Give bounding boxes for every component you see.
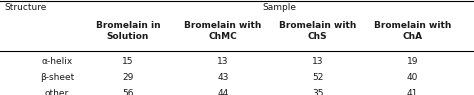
Text: 52: 52 <box>312 73 323 82</box>
Text: α-helix: α-helix <box>41 57 73 66</box>
Text: 56: 56 <box>122 89 134 95</box>
Text: Structure: Structure <box>5 3 47 12</box>
Text: Bromelain with
ChS: Bromelain with ChS <box>279 21 356 41</box>
Text: 43: 43 <box>217 73 228 82</box>
Text: 15: 15 <box>122 57 134 66</box>
Text: 13: 13 <box>217 57 228 66</box>
Text: β-sheet: β-sheet <box>40 73 74 82</box>
Text: 29: 29 <box>122 73 134 82</box>
Text: 44: 44 <box>217 89 228 95</box>
Text: 13: 13 <box>312 57 323 66</box>
Text: 19: 19 <box>407 57 418 66</box>
Text: 40: 40 <box>407 73 418 82</box>
Text: Bromelain in
Solution: Bromelain in Solution <box>96 21 160 41</box>
Text: Bromelain with
ChA: Bromelain with ChA <box>374 21 451 41</box>
Text: 35: 35 <box>312 89 323 95</box>
Text: other: other <box>45 89 69 95</box>
Text: Bromelain with
ChMC: Bromelain with ChMC <box>184 21 262 41</box>
Text: 41: 41 <box>407 89 418 95</box>
Text: Sample: Sample <box>263 3 297 12</box>
